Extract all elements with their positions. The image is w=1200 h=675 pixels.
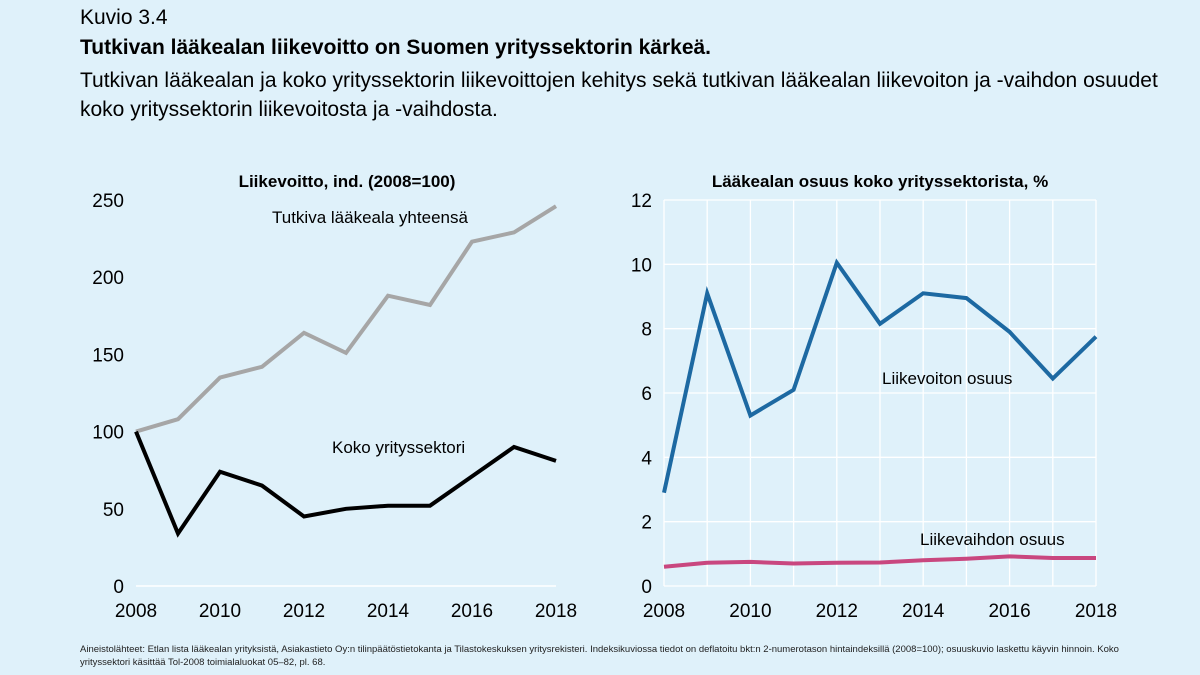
left-series-line-0 <box>135 204 558 434</box>
left-y-tick-label: 250 <box>92 191 124 212</box>
left-x-tick-label: 2008 <box>115 601 157 622</box>
left-y-tick-label: 100 <box>92 423 124 444</box>
left-y-tick-label: 200 <box>92 268 124 289</box>
right-series-line-0 <box>662 258 1098 494</box>
left-x-tick-label: 2018 <box>535 601 577 622</box>
right-y-tick-label: 0 <box>641 577 652 598</box>
right-y-tick-label: 8 <box>641 320 652 341</box>
right-y-tick-label: 6 <box>641 384 652 405</box>
right-y-tick-label: 4 <box>641 448 652 469</box>
left-x-tick-label: 2014 <box>367 601 410 622</box>
left-chart-title: Liikevoitto, ind. (2008=100) <box>239 172 456 191</box>
right-x-tick-label: 2012 <box>816 601 858 622</box>
left-y-tick-label: 50 <box>103 500 124 521</box>
source-note: Aineistolähteet: Etlan lista lääkealan y… <box>80 644 1119 668</box>
label-tutkiva-laakeala: Tutkiva lääkeala yhteensä <box>272 208 468 227</box>
right-x-tick-label: 2014 <box>902 601 945 622</box>
left-x-tick-label: 2016 <box>451 601 493 622</box>
right-chart-title: Lääkealan osuus koko yrityssektorista, % <box>712 172 1048 191</box>
right-y-tick-label: 12 <box>631 191 652 212</box>
right-y-tick-label: 10 <box>631 255 652 276</box>
left-y-tick-label: 0 <box>113 577 124 598</box>
label-liikevaihdon-osuus: Liikevaihdon osuus <box>920 530 1065 549</box>
figure-subtitle: Tutkivan lääkealan ja koko yrityssektori… <box>80 69 1158 121</box>
left-y-tick-label: 150 <box>92 345 124 366</box>
label-liikevoiton-osuus: Liikevoiton osuus <box>882 369 1012 388</box>
right-x-tick-label: 2010 <box>729 601 771 622</box>
figure-title: Tutkivan lääkealan liikevoitto on Suomen… <box>80 36 712 59</box>
right-y-tick-label: 2 <box>641 513 652 534</box>
right-x-tick-label: 2016 <box>988 601 1030 622</box>
right-series-line-1 <box>663 554 1096 569</box>
label-koko-yrityssektori: Koko yrityssektori <box>332 438 465 457</box>
right-x-tick-label: 2008 <box>643 601 685 622</box>
figure-number: Kuvio 3.4 <box>80 6 168 29</box>
right-x-tick-label: 2018 <box>1075 601 1117 622</box>
left-x-tick-label: 2012 <box>283 601 325 622</box>
left-x-tick-label: 2010 <box>199 601 241 622</box>
profit-index-chart: Liikevoitto, ind. (2008=100) 0 50 100 150 20… <box>92 172 577 622</box>
left-series-line-1 <box>134 430 557 538</box>
